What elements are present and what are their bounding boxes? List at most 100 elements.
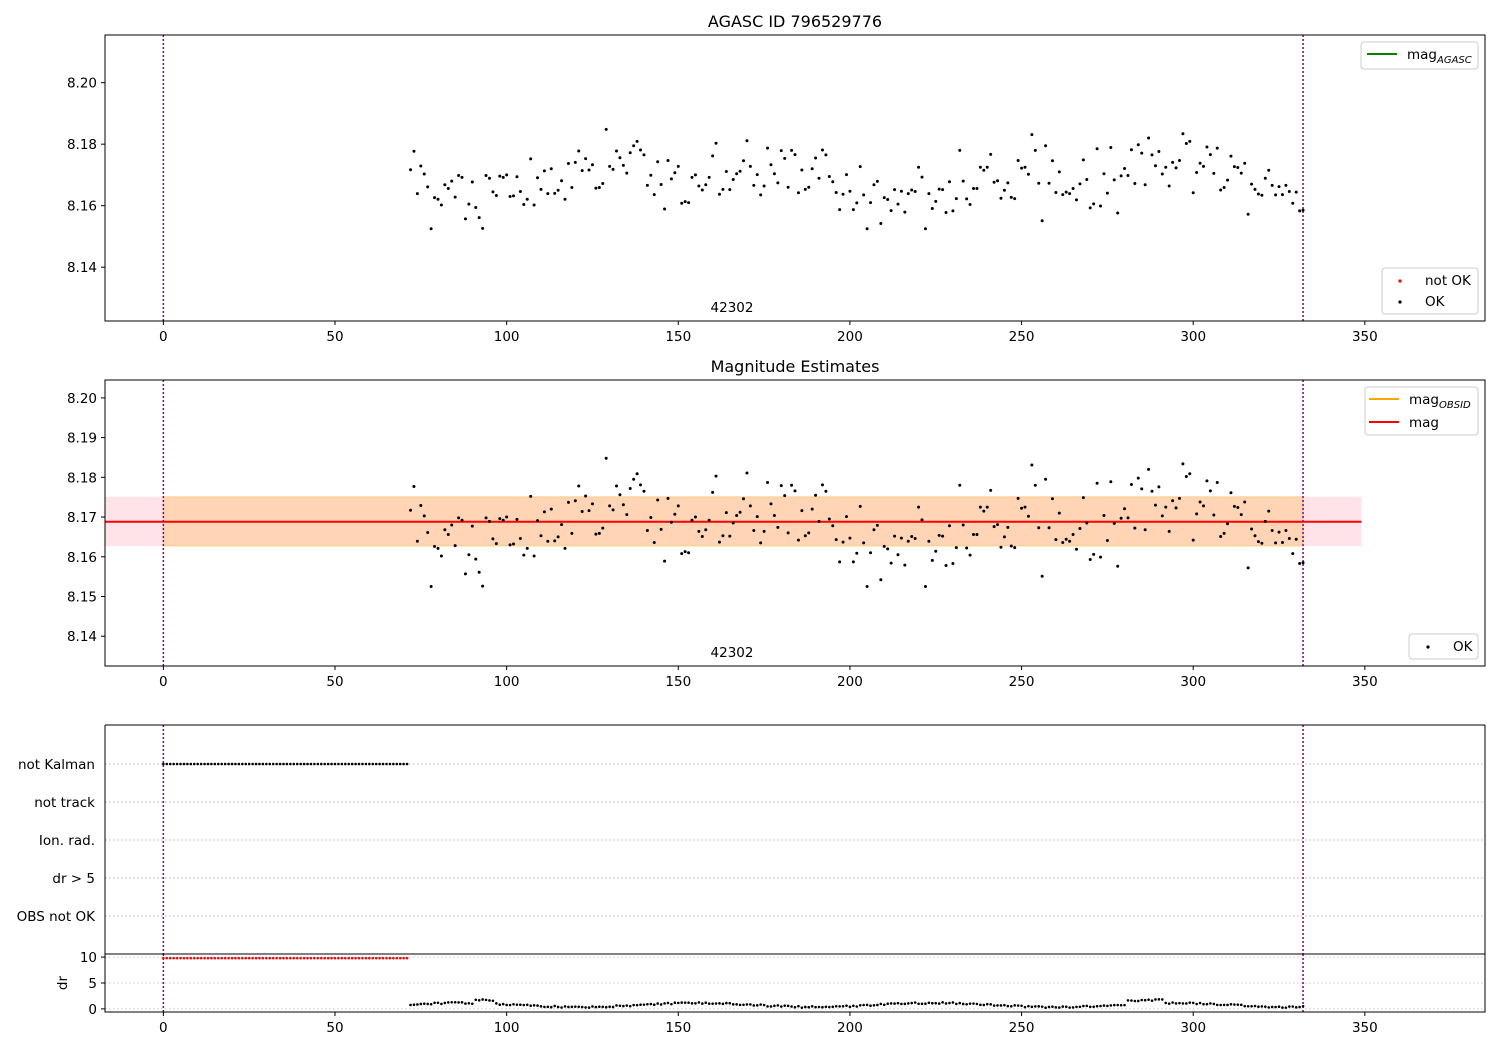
- dr-ok-point: [1281, 1006, 1284, 1009]
- magnitude-ok-point: [820, 483, 824, 487]
- dr-ok-point: [512, 1002, 515, 1006]
- agasc-ok-point: [954, 197, 958, 201]
- dr-ok-point: [567, 1005, 570, 1009]
- dr-ok-point: [793, 1005, 797, 1009]
- not-ok-legend-marker: [1398, 279, 1402, 283]
- dr-ok-point: [484, 998, 488, 1002]
- dr-not-ok-point: [326, 956, 330, 960]
- dr-ok-point: [972, 1002, 975, 1005]
- magnitude-ok-point: [1129, 482, 1133, 486]
- dr-ok-point: [1058, 1006, 1061, 1009]
- not-kalman-flag-point: [162, 762, 165, 766]
- dr-ok-point: [869, 1004, 872, 1008]
- dr-ok-point: [1078, 1005, 1082, 1009]
- agasc-ok-point: [731, 178, 735, 182]
- dr-ok-point: [611, 1005, 615, 1009]
- magnitude-ok-legend-marker: [1426, 645, 1430, 649]
- agasc-ok-point: [783, 156, 787, 160]
- flag-category-label: OBS not OK: [17, 909, 97, 925]
- dr-ok-point: [1133, 999, 1137, 1003]
- dr-ok-point: [1020, 1004, 1023, 1008]
- agasc-ok-point: [426, 185, 430, 189]
- dr-ok-point: [622, 1004, 625, 1008]
- magnitude-ok-point: [529, 494, 533, 498]
- dr-ok-point: [1009, 1004, 1013, 1008]
- magnitude-ok-point: [934, 549, 938, 553]
- dr-ok-point: [628, 1004, 632, 1008]
- dr-ok-point: [666, 1001, 670, 1005]
- magnitude-ok-point: [865, 585, 869, 589]
- dr-ok-point: [673, 1001, 677, 1005]
- agasc-ok-point: [882, 196, 886, 200]
- agasc-ok-point: [913, 190, 917, 194]
- not-kalman-flag-point: [392, 762, 395, 766]
- magnitude-ok-point: [1263, 519, 1267, 523]
- dr-ok-point: [577, 1005, 581, 1009]
- magnitude-ok-point: [1006, 525, 1010, 529]
- dr-not-ok-point: [278, 956, 282, 960]
- dr-ok-point: [464, 1002, 467, 1005]
- agasc-ok-point: [989, 152, 993, 156]
- magnitude-ok-point: [1277, 530, 1281, 534]
- dr-ok-point: [1226, 1003, 1229, 1007]
- not-kalman-flag-point: [385, 762, 388, 766]
- agasc-ok-point: [556, 188, 560, 192]
- dr-ok-point: [1130, 999, 1133, 1002]
- agasc-panel: AGASC ID 796529776 0 50 100 150 200 250 300 350…: [67, 12, 1486, 345]
- dr-ok-point: [1222, 1003, 1226, 1007]
- magnitude-ok-point: [1256, 540, 1260, 544]
- dr-ok-point: [745, 1003, 749, 1006]
- flag-category-label: not track: [34, 795, 95, 811]
- dr-not-ok-point: [323, 956, 327, 960]
- magnitude-y-tick-label: 8.19: [67, 431, 97, 447]
- dr-ok-point: [573, 1005, 577, 1008]
- dr-ok-point: [422, 1002, 426, 1005]
- agasc-ok-point: [512, 194, 516, 198]
- agasc-ok-point: [498, 174, 502, 178]
- dr-ok-point: [1116, 1003, 1119, 1007]
- magnitude-ok-point: [978, 505, 982, 509]
- magnitude-ok-point: [1246, 566, 1250, 570]
- agasc-ok-point: [1129, 148, 1133, 152]
- magnitude-ok-point: [982, 509, 986, 513]
- magnitude-x-tick-label: 150: [665, 674, 691, 690]
- agasc-ok-point: [1263, 176, 1267, 180]
- dr-ok-point: [570, 1005, 574, 1009]
- magnitude-ok-point: [742, 497, 746, 501]
- dr-ok-point: [1171, 1001, 1174, 1004]
- magnitude-ok-point: [711, 490, 715, 494]
- agasc-ok-point: [669, 177, 673, 181]
- not-kalman-flag-point: [350, 762, 354, 766]
- dr-ok-point: [546, 1005, 550, 1009]
- agasc-y-tick-label: 8.18: [67, 137, 97, 153]
- dr-x-tick-label: 350: [1352, 1020, 1378, 1036]
- magnitude-x-tick-label: 350: [1352, 674, 1378, 690]
- flag-category-label: Ion. rad.: [39, 833, 95, 849]
- dr-ok-point: [790, 1005, 793, 1008]
- agasc-x-tick-label: 250: [1009, 329, 1035, 345]
- agasc-ok-point: [920, 175, 924, 179]
- dr-ok-point: [1291, 1005, 1295, 1008]
- dr-ok-point: [1023, 1005, 1027, 1009]
- dr-ok-point: [1270, 1005, 1274, 1009]
- dr-ok-point: [1260, 1005, 1264, 1008]
- agasc-ok-point: [961, 179, 965, 183]
- magnitude-ok-point: [1181, 462, 1185, 466]
- dr-ok-point: [1178, 1001, 1181, 1005]
- not-kalman-flag-point: [172, 762, 175, 766]
- dr-ok-point: [961, 1002, 965, 1006]
- magnitude-ok-point: [1037, 526, 1041, 530]
- agasc-ok-point: [536, 176, 540, 180]
- not-kalman-flag-point: [168, 762, 172, 766]
- dr-ok-point: [1202, 1002, 1205, 1006]
- dr-ok-point: [495, 1002, 498, 1005]
- dr-ok-point: [852, 1004, 855, 1008]
- magnitude-ok-point: [1123, 507, 1127, 511]
- agasc-ok-point: [1287, 190, 1291, 194]
- magnitude-ok-point: [687, 551, 691, 555]
- agasc-ok-point: [735, 172, 739, 176]
- agasc-ok-point: [1092, 202, 1096, 206]
- agasc-ok-point: [663, 207, 667, 211]
- magnitude-ok-point: [1205, 479, 1209, 483]
- magnitude-ok-point: [1222, 531, 1226, 535]
